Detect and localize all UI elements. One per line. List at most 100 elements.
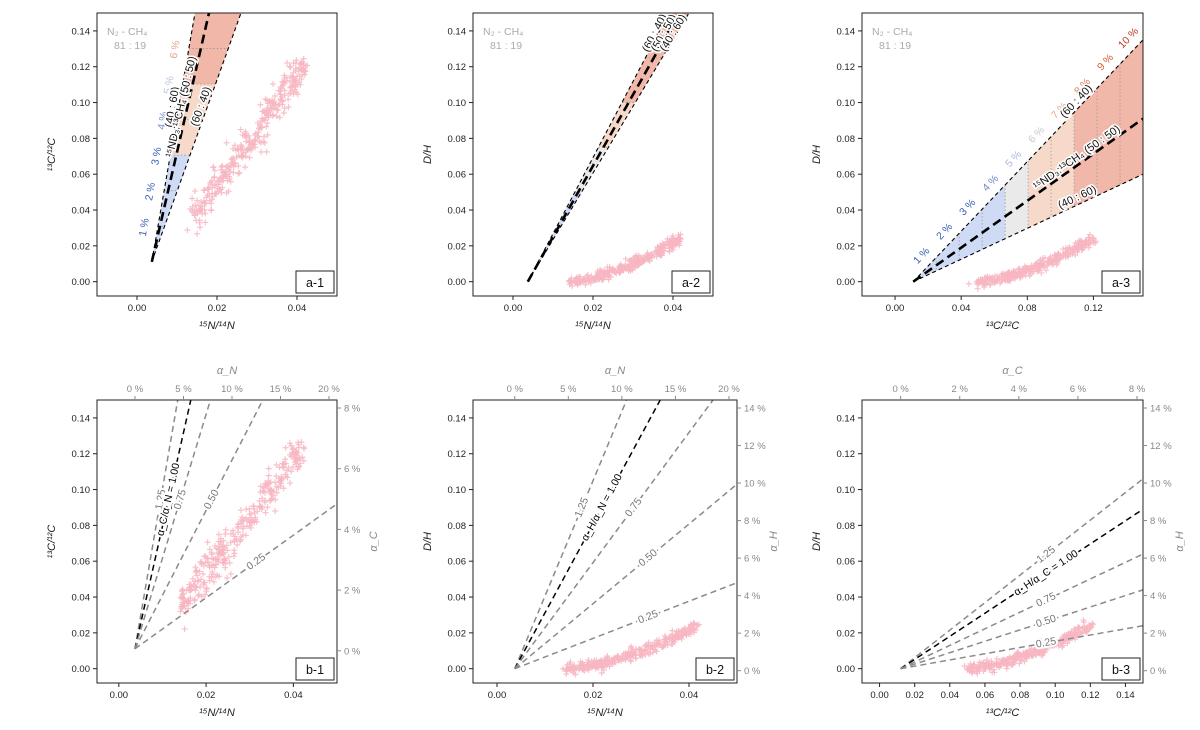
right-tick-label: 4 % [344, 525, 361, 536]
data-point [610, 659, 617, 666]
right-axis-label: α_H [768, 531, 780, 551]
data-point [257, 101, 264, 108]
data-point [289, 74, 296, 81]
data-point [1069, 248, 1076, 255]
contour-line [900, 508, 1143, 670]
data-point [262, 509, 269, 516]
data-point [630, 651, 637, 658]
right-tick-label: 8 % [1150, 516, 1167, 527]
y-tick-label: 0.12 [448, 62, 467, 73]
data-point [1035, 644, 1042, 651]
data-point [298, 75, 305, 82]
legend-line-1: N₂ - CH₄ [107, 26, 147, 38]
y-axis-label: D/H [422, 532, 434, 551]
data-point [1039, 652, 1046, 659]
data-point [661, 633, 668, 640]
data-point [622, 262, 629, 269]
mixing-line [527, 13, 670, 282]
contour-label: 0.25 [636, 608, 660, 627]
data-point [246, 144, 253, 151]
data-point [227, 570, 234, 577]
top-tick-label: 15 % [270, 384, 292, 395]
data-point [645, 254, 652, 261]
data-point [1037, 262, 1044, 269]
panel-label-box [295, 270, 335, 294]
contour-line [900, 553, 1143, 670]
data-point [263, 123, 270, 130]
data-point [620, 650, 627, 657]
data-point [573, 275, 580, 282]
data-point [280, 109, 287, 116]
x-tick-label: 0.02 [584, 303, 603, 314]
data-point [204, 539, 211, 546]
data-point [631, 650, 638, 657]
legend-line-2: 81 : 19 [114, 40, 146, 52]
data-point [231, 142, 238, 149]
data-point [1015, 266, 1022, 273]
data-point [1011, 275, 1018, 282]
data-point [265, 472, 272, 479]
data-point [980, 659, 987, 666]
data-point [273, 101, 280, 108]
data-point [183, 587, 190, 594]
x-tick-label: 0.00 [128, 303, 147, 314]
data-point [585, 657, 592, 664]
panel-a-1: 1 %2 %3 %4 %5 %6 %(40 : 60)¹⁵ND₃:¹³CH₄ (… [46, 12, 338, 332]
data-point [222, 531, 229, 538]
data-point [982, 277, 989, 284]
data-point [198, 561, 205, 568]
top-tick-label: 20 % [718, 384, 740, 395]
data-point [217, 535, 224, 542]
right-tick-label: 10 % [744, 479, 766, 490]
data-point [647, 645, 654, 652]
data-point [998, 271, 1005, 278]
data-point [198, 576, 205, 583]
data-point [983, 656, 990, 663]
data-point [268, 105, 275, 112]
x-axis-label: ¹³C/¹²C [986, 320, 1020, 332]
plot-area [900, 478, 1143, 677]
percent-label: 5 % [1003, 148, 1024, 169]
data-point [646, 258, 653, 265]
y-tick-label: 0.08 [72, 134, 91, 145]
data-point [627, 658, 634, 665]
data-point [1038, 637, 1045, 644]
data-point [206, 562, 213, 569]
data-point [984, 661, 991, 668]
y-tick-label: 0.12 [72, 449, 91, 460]
right-tick-label: 6 % [1150, 554, 1167, 565]
right-tick-label: 14 % [1150, 404, 1172, 415]
percent-band [1051, 112, 1075, 218]
scatter-cloud [565, 231, 684, 290]
percent-band [164, 155, 191, 191]
data-point [293, 457, 300, 464]
data-point [622, 255, 629, 262]
data-point [662, 245, 669, 252]
data-point [1065, 630, 1072, 637]
data-point [192, 564, 199, 571]
data-point [625, 649, 632, 656]
x-axis-label: ¹⁵N/¹⁴N [199, 707, 235, 719]
contour-label: 0.25 [244, 551, 268, 573]
right-tick-label: 0 % [1150, 666, 1167, 677]
data-point [295, 68, 302, 75]
data-point [252, 514, 259, 521]
data-point [1043, 644, 1050, 651]
data-point [187, 595, 194, 602]
y-tick-label: 0.00 [72, 664, 91, 675]
data-point [218, 163, 225, 170]
data-point [285, 104, 292, 111]
contour-label: 0.75 [1034, 590, 1058, 610]
data-point [211, 564, 218, 571]
data-point [1044, 263, 1051, 270]
data-point [672, 237, 679, 244]
data-point [248, 524, 255, 531]
data-point [221, 169, 228, 176]
panel-label: a-2 [682, 276, 700, 290]
data-point [270, 492, 277, 499]
data-point [186, 581, 193, 588]
data-point [288, 468, 295, 475]
data-point [262, 499, 269, 506]
data-point [292, 81, 299, 88]
